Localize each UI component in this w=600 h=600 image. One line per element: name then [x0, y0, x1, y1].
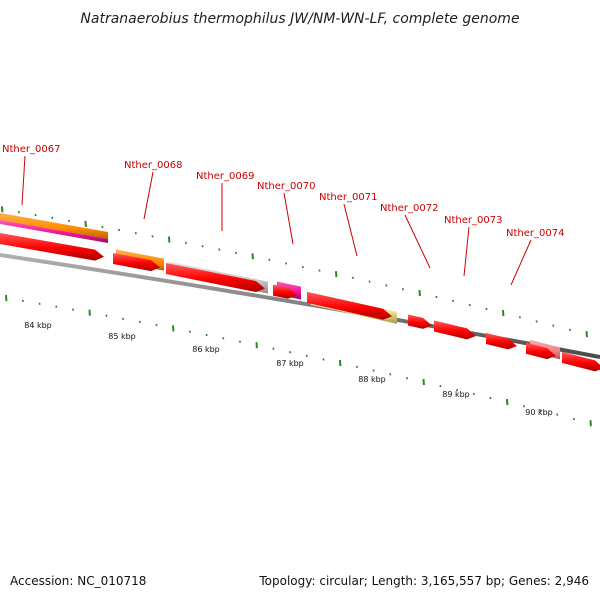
cds-arrow-5[interactable] [307, 291, 392, 320]
gene-label-nther-0068[interactable]: Nther_0068 [124, 160, 182, 171]
cds-arrow-6[interactable] [408, 314, 432, 329]
cds-arrow-1[interactable] [0, 233, 104, 261]
scale-label-85-kbp: 85 kbp [108, 332, 136, 341]
cds-arrow-2[interactable] [113, 252, 160, 272]
tick-marks-layer [1, 206, 592, 427]
scale-label-86-kbp: 86 kbp [192, 345, 220, 354]
leader-line-nther-0071 [343, 203, 358, 257]
leader-line-nther-0068 [143, 171, 154, 220]
gene-label-nther-0070[interactable]: Nther_0070 [257, 181, 315, 192]
genome-backbone [0, 253, 600, 359]
scale-label-84-kbp: 84 kbp [24, 321, 52, 330]
feature-orange-0067[interactable] [0, 213, 108, 240]
gene-label-nther-0067[interactable]: Nther_0067 [2, 144, 60, 155]
leader-line-nther-0070 [283, 192, 294, 245]
leader-line-nther-0073 [463, 226, 470, 277]
gene-label-nther-0072[interactable]: Nther_0072 [380, 203, 438, 214]
leader-line-nther-0072 [404, 214, 431, 269]
leader-line-nther-0074 [510, 239, 532, 286]
scale-label-90-kbp: 90 kbp [525, 408, 553, 417]
scale-label-88-kbp: 88 kbp [358, 375, 386, 384]
cds-arrow-3[interactable] [166, 263, 265, 293]
gene-label-nther-0071[interactable]: Nther_0071 [319, 192, 377, 203]
accession-text: Accession: NC_010718 [10, 574, 147, 588]
gene-label-nther-0069[interactable]: Nther_0069 [196, 171, 254, 182]
cds-arrow-9[interactable] [526, 342, 556, 360]
features-layer [0, 213, 600, 372]
cds-arrow-7[interactable] [434, 320, 476, 340]
gene-label-nther-0074[interactable]: Nther_0074 [506, 228, 564, 239]
genome-stats-text: Topology: circular; Length: 3,165,557 bp… [259, 574, 589, 588]
gene-label-nther-0073[interactable]: Nther_0073 [444, 215, 502, 226]
cds-arrow-8[interactable] [486, 332, 517, 350]
leader-line-nther-0067 [21, 155, 26, 206]
cds-arrow-4[interactable] [273, 284, 297, 299]
feature-magenta-0067[interactable] [0, 220, 108, 244]
scale-label-87-kbp: 87 kbp [276, 359, 304, 368]
scale-label-89-kbp: 89 kbp [442, 390, 470, 399]
map-title: Natranaerobius thermophilus JW/NM-WN-LF,… [80, 11, 519, 27]
cds-arrow-10[interactable] [562, 351, 600, 372]
